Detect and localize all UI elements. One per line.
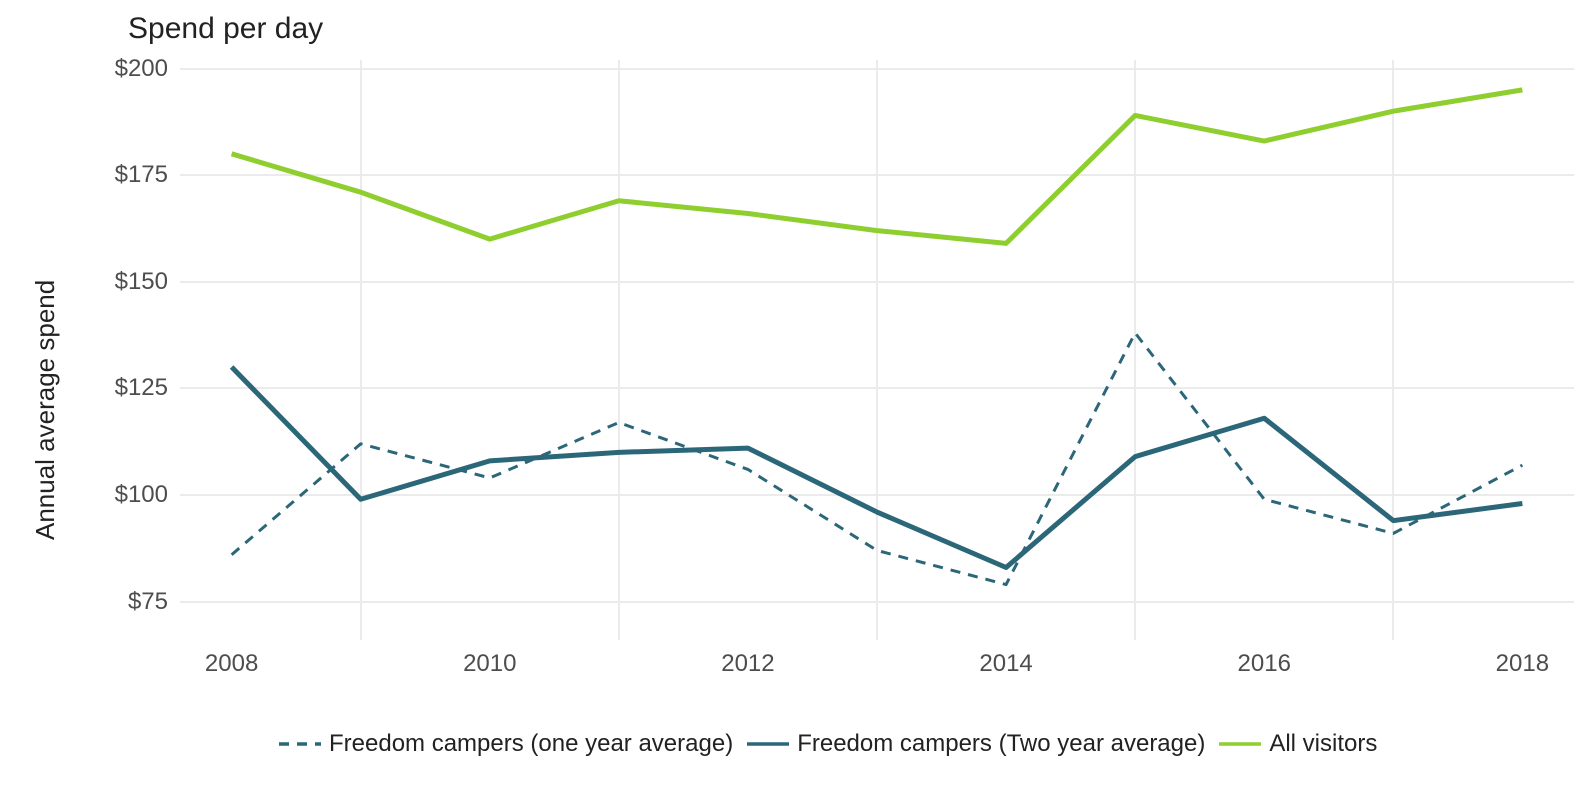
x-tick-label: 2008 xyxy=(205,650,258,678)
chart-container: Spend per day Annual average spend Freed… xyxy=(0,0,1574,787)
plot-area xyxy=(180,60,1574,640)
legend-label: Freedom campers (Two year average) xyxy=(797,730,1205,758)
y-tick-label: $125 xyxy=(115,374,168,402)
legend-item-fc_one_year: Freedom campers (one year average) xyxy=(279,730,733,758)
legend-label: All visitors xyxy=(1269,730,1377,758)
line-series-svg xyxy=(180,60,1574,640)
y-tick-label: $100 xyxy=(115,481,168,509)
y-tick-label: $175 xyxy=(115,161,168,189)
y-tick-label: $200 xyxy=(115,55,168,83)
series-all_visitors xyxy=(232,90,1523,244)
series-fc_two_year xyxy=(232,367,1523,567)
x-tick-label: 2014 xyxy=(979,650,1032,678)
chart-title: Spend per day xyxy=(128,12,323,46)
y-axis-label: Annual average spend xyxy=(30,280,61,540)
x-tick-label: 2018 xyxy=(1496,650,1549,678)
legend-label: Freedom campers (one year average) xyxy=(329,730,733,758)
series-fc_one_year xyxy=(232,333,1523,585)
x-tick-label: 2012 xyxy=(721,650,774,678)
y-tick-label: $75 xyxy=(128,588,168,616)
legend-item-fc_two_year: Freedom campers (Two year average) xyxy=(747,730,1205,758)
legend-item-all_visitors: All visitors xyxy=(1219,730,1377,758)
y-tick-label: $150 xyxy=(115,268,168,296)
x-tick-label: 2016 xyxy=(1238,650,1291,678)
x-tick-label: 2010 xyxy=(463,650,516,678)
legend: Freedom campers (one year average) Freedo… xyxy=(279,730,1377,758)
